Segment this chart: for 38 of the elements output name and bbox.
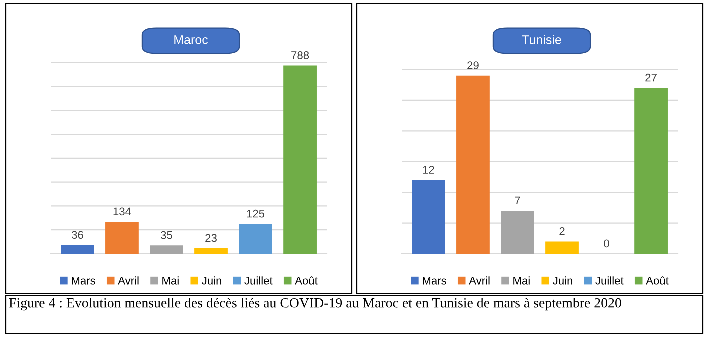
data-label: 0 [604,240,610,248]
data-label: 7 [515,196,520,205]
data-label: 12 [423,166,434,174]
data-label: 36 [72,231,84,240]
category-label: Juin [202,276,222,285]
category-label: Mars [72,277,96,285]
bar [284,66,317,254]
data-label: 29 [468,62,479,70]
category-label: Mars [423,277,446,285]
caption: Figure 4 : Evolution mensuelle des décès liés au COVID-19 au Maroc et en Tunisie de mars à septembre 2020 [9,298,622,311]
bar [239,224,272,254]
data-label: 35 [160,231,172,240]
chart-title: Maroc [174,36,208,44]
bar [194,248,228,254]
bar [456,76,490,254]
data-label: 125 [247,210,265,218]
category-label: Juillet [244,276,273,285]
data-label: 27 [646,74,657,82]
category-label: Juillet [596,276,624,285]
bar [546,242,579,254]
bar [634,88,668,254]
data-label: 2 [560,227,565,236]
bar [150,246,184,254]
chart-title: Tunisie [522,35,562,44]
bar [61,245,94,254]
category-label: Juin [553,276,573,285]
category-label: Mai [514,276,530,285]
category-label: Mai [162,276,179,285]
data-label: 134 [114,208,132,216]
bar [412,180,446,254]
category-label: Août [295,276,318,285]
data-label: 788 [292,52,310,60]
data-label: 23 [206,234,217,242]
category-label: Août [646,276,669,285]
bar [501,211,534,254]
bar [106,222,139,254]
category-label: Avril [469,276,490,285]
category-label: Avril [118,276,139,285]
